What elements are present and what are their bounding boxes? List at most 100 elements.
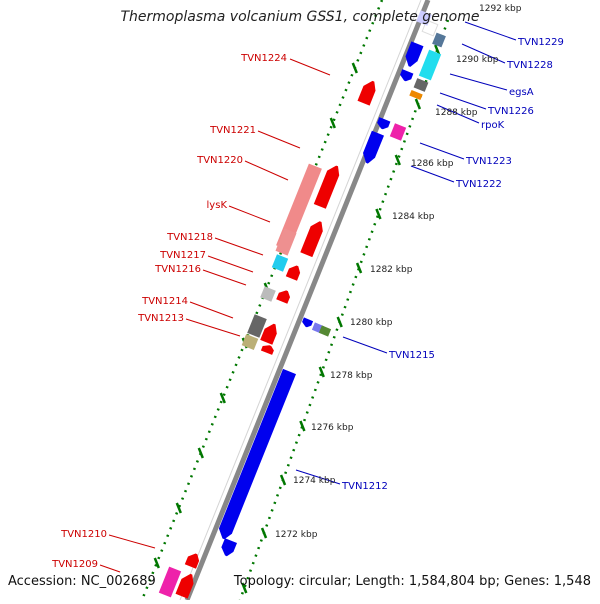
leader-line	[419, 142, 465, 160]
scale-tick	[329, 117, 336, 129]
gene-tvn1215c[interactable]	[318, 325, 332, 337]
gene-tvn1213c[interactable]	[260, 345, 274, 355]
gene-label-left[interactable]: TVN1216	[154, 264, 201, 275]
gene-label-right[interactable]: TVN1215	[388, 350, 435, 361]
leader-line	[342, 336, 388, 354]
gene-egsa-b[interactable]	[400, 69, 414, 82]
gene-tvn1211[interactable]	[221, 538, 237, 557]
map-title: Thermoplasma volcanium GSS1, complete ge…	[120, 9, 480, 25]
leader-line	[207, 255, 254, 273]
leader-line	[108, 534, 156, 549]
leader-line	[449, 73, 508, 91]
leader-line	[244, 160, 289, 181]
scale-label: 1276 kbp	[311, 423, 354, 433]
scale-tick	[299, 420, 306, 432]
topology-label: Topology: circular; Length: 1,584,804 bp…	[233, 574, 591, 589]
scale-tick	[336, 316, 343, 328]
gene-tvn1209[interactable]	[175, 573, 194, 599]
scale-tick	[241, 582, 248, 594]
gene-label-left[interactable]: TVN1221	[209, 125, 256, 136]
leader-line	[257, 130, 301, 149]
scale-tick	[351, 62, 358, 74]
gene-label-right[interactable]: TVN1228	[506, 60, 553, 71]
gene-tvn1229[interactable]	[405, 41, 424, 67]
gene-tvn1214[interactable]	[276, 290, 290, 304]
scale-tick	[318, 366, 325, 378]
scale-tick	[175, 502, 182, 514]
sequence-backbone	[184, 0, 431, 601]
scale-tick	[197, 447, 204, 459]
gene-label-right[interactable]: egsA	[509, 87, 534, 98]
gene-tvn1215[interactable]	[302, 317, 314, 328]
gene-label-left[interactable]: TVN1217	[159, 250, 206, 261]
gene-lysk[interactable]	[300, 221, 323, 258]
gene-tvn1213b[interactable]	[241, 334, 259, 350]
gene-tvn1212[interactable]	[218, 368, 296, 540]
scale-label: 1282 kbp	[370, 265, 413, 275]
scale-label: 1288 kbp	[435, 108, 478, 118]
gene-tvn1223[interactable]	[363, 130, 384, 164]
scale-label: 1274 kbp	[293, 476, 336, 486]
scale-tick	[414, 98, 422, 110]
gene-tvn1228[interactable]	[418, 49, 442, 81]
gene-label-right[interactable]: TVN1229	[517, 37, 564, 48]
leader-line	[202, 269, 247, 286]
scale-tick	[355, 262, 363, 274]
leader-line	[228, 205, 271, 223]
gene-top-2[interactable]	[416, 10, 432, 26]
gene-label-right[interactable]: TVN1223	[465, 156, 512, 167]
gene-label-left[interactable]: TVN1220	[196, 155, 243, 166]
gene-label-left[interactable]: TVN1224	[240, 53, 287, 64]
leader-line	[410, 165, 455, 183]
right-guide-rail	[238, 19, 450, 601]
scale-label: 1272 kbp	[275, 530, 318, 540]
gene-label-left[interactable]: lysK	[207, 200, 228, 211]
gene-tvn1213[interactable]	[260, 323, 277, 345]
leader-line	[214, 237, 264, 256]
gene-tvn1224[interactable]	[357, 80, 376, 106]
gene-tvn1222[interactable]	[377, 117, 391, 130]
gene-tvn1209a[interactable]	[158, 566, 182, 598]
scale-tick	[394, 154, 401, 166]
scale-label: 1284 kbp	[392, 212, 435, 222]
leader-line	[99, 564, 121, 573]
gene-tvn1214a[interactable]	[260, 286, 276, 302]
gene-label-right[interactable]: TVN1212	[341, 481, 388, 492]
scale-tick	[219, 392, 226, 404]
gene-tvn1221[interactable]	[313, 165, 340, 209]
gene-label-left[interactable]: TVN1209	[51, 559, 98, 570]
gene-tvn1226[interactable]	[409, 90, 423, 100]
gene-label-right[interactable]: TVN1226	[487, 106, 534, 117]
scale-tick	[260, 527, 268, 539]
gene-egsa[interactable]	[413, 78, 429, 92]
scale-tick	[434, 44, 441, 56]
gene-label-left[interactable]: TVN1218	[166, 232, 213, 243]
gene-tvn1218[interactable]	[275, 228, 297, 256]
leader-line	[289, 58, 331, 76]
gene-tvn1220[interactable]	[276, 163, 322, 251]
scale-label: 1286 kbp	[411, 159, 454, 169]
gene-rpok[interactable]	[389, 123, 407, 141]
gene-label-left[interactable]: TVN1210	[60, 529, 107, 540]
leader-line	[464, 21, 517, 41]
accession-label: Accession: NC_002689	[8, 574, 156, 589]
leader-line	[295, 469, 341, 485]
leader-line	[461, 43, 506, 64]
gene-label-left[interactable]: TVN1213	[137, 313, 184, 324]
scale-label: 1290 kbp	[456, 55, 499, 65]
leader-line	[436, 104, 480, 124]
gene-tvn1228b[interactable]	[432, 32, 446, 48]
gene-tvn1213a[interactable]	[247, 314, 267, 338]
scale-tick	[153, 557, 160, 569]
gene-tvn1210[interactable]	[184, 553, 200, 569]
gene-tvn1216[interactable]	[285, 265, 301, 281]
gene-label-right[interactable]: rpoK	[481, 120, 505, 131]
scale-label: 1278 kbp	[330, 371, 373, 381]
sequence-backbone-shadow	[179, 0, 422, 601]
gene-tvn1217[interactable]	[271, 254, 289, 272]
scale-tick	[279, 474, 287, 486]
gene-label-right[interactable]: TVN1222	[455, 179, 502, 190]
gene-label-left[interactable]: TVN1214	[141, 296, 188, 307]
